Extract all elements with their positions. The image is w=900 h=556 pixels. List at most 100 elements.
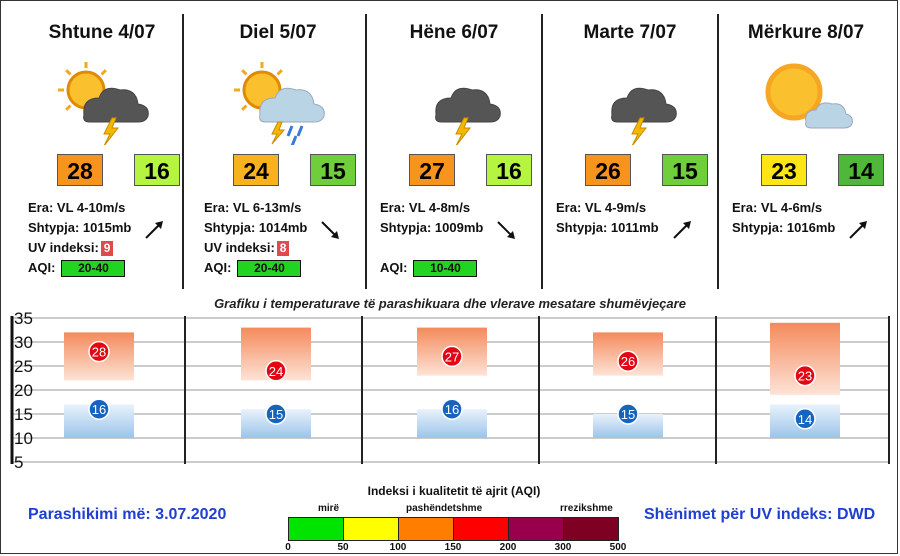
day-column: Mërkure 8/07 23 14 Era: VL 4-6m/s Shtypja: 1…: [718, 0, 894, 290]
min-temp-point-label: 16: [92, 402, 106, 417]
pressure-info: Shtypja: 1014mb: [204, 220, 308, 235]
aqi-badge: 10-40: [413, 260, 478, 277]
pressure-info: Shtypja: 1015mb: [28, 220, 132, 235]
aqi-label: AQI:: [204, 260, 232, 275]
min-temp-point: [441, 398, 463, 420]
y-tick-label: 30: [14, 333, 33, 352]
day-title: Shtune 4/07: [48, 22, 156, 43]
column-separator: [541, 14, 543, 289]
min-temp: 14: [838, 154, 884, 186]
max-temp-point-label: 23: [798, 369, 812, 384]
aqi-scale-tick: 0: [285, 542, 291, 553]
wind-direction-arrow-icon: [849, 221, 867, 239]
aqi-scale-segment: [508, 517, 564, 541]
aqi-scale-tick: 500: [609, 542, 627, 553]
max-temp: 24: [233, 154, 279, 186]
aqi-scale-tick: 200: [499, 542, 517, 553]
chart-title: Grafiku i temperaturave të parashikuara …: [214, 296, 686, 311]
max-temp: 28: [57, 154, 103, 186]
aqi-scale-tick: 300: [554, 542, 572, 553]
day-column: Marte 7/07 26 15 Era: VL 4-9m/s Shtypja: 101…: [542, 0, 718, 290]
day-title: Marte 7/07: [583, 22, 677, 43]
wind-info: Era: VL 4-10m/s: [28, 200, 126, 215]
day-column: Shtune 4/07 28 16 Era: VL 4-10m/s Shtypja: 1…: [14, 0, 190, 290]
aqi-scale-segment: [453, 517, 509, 541]
min-temp: 15: [310, 154, 356, 186]
pressure-info: Shtypja: 1009mb: [380, 220, 484, 235]
day-column: Diel 5/07 24 15 Era: VL 6-13m/s Shtypja: 101…: [190, 0, 366, 290]
sun-cloud-icon: [765, 63, 853, 129]
max-temp-point: [88, 340, 110, 363]
aqi-scale-segment: [288, 517, 344, 541]
uv-label: UV indeksi:: [204, 240, 275, 255]
day-title: Hëne 6/07: [409, 22, 499, 43]
column-separator: [182, 14, 184, 289]
pressure-info: Shtypja: 1011mb: [556, 220, 659, 235]
max-temp-point: [265, 360, 287, 382]
forecast-date: Parashikimi më: 3.07.2020: [28, 506, 227, 523]
aqi-scale-segment: [343, 517, 399, 541]
min-temp-point: [265, 403, 287, 425]
min-temp-point: [617, 403, 639, 425]
aqi-label: AQI:: [28, 260, 56, 275]
aqi-scale-tick: 100: [389, 542, 407, 553]
max-temp-point: [441, 345, 463, 368]
uv-badge: 9: [100, 241, 114, 256]
y-tick-label: 5: [14, 453, 23, 472]
min-temp: 16: [486, 154, 532, 186]
aqi-scale-segment: [563, 517, 619, 541]
min-temp: 16: [134, 154, 180, 186]
aqi-info: AQI: 20-40: [28, 260, 126, 277]
column-separator: [717, 14, 719, 289]
max-temp-point-label: 26: [621, 354, 635, 369]
wind-direction-arrow-icon: [321, 221, 339, 239]
min-temp: 15: [662, 154, 708, 186]
wind-direction-arrow-icon: [497, 221, 515, 239]
sun-cloud-rain-thunder-icon: [234, 62, 325, 145]
min-temp-point: [794, 408, 816, 430]
sun-cloud-thunder-icon: [58, 62, 149, 145]
max-temp-point-label: 28: [92, 345, 106, 360]
y-tick-label: 15: [14, 405, 33, 424]
aqi-scale-title: Indeksi i kualitetit të ajrit (AQI): [367, 484, 541, 498]
aqi-info: AQI: 20-40: [204, 260, 302, 277]
min-temp-point: [88, 398, 110, 420]
y-tick-label: 35: [14, 310, 33, 328]
day-title: Mërkure 8/07: [747, 22, 865, 43]
y-tick-label: 10: [14, 429, 33, 448]
aqi-label: AQI:: [380, 260, 408, 275]
min-temp-point-label: 14: [798, 412, 812, 427]
min-temp-point-label: 15: [269, 407, 283, 422]
y-tick-label: 25: [14, 357, 33, 376]
aqi-badge: 20-40: [237, 260, 302, 277]
day-column: Hëne 6/07 27 16 Era: VL 4-8m/s Shtypja: 1009…: [366, 0, 542, 290]
aqi-badge: 20-40: [61, 260, 126, 277]
uv-label: UV indeksi:: [28, 240, 99, 255]
min-temp-point-label: 15: [621, 407, 635, 422]
cloud-thunder-icon: [435, 87, 501, 145]
max-temp: 26: [585, 154, 631, 186]
y-tick-label: 20: [14, 381, 33, 400]
max-temp-point: [794, 364, 816, 387]
uv-info: UV indeksi: 9: [28, 240, 114, 256]
max-temp: 27: [409, 154, 455, 186]
wind-direction-arrow-icon: [673, 221, 691, 239]
aqi-label-unhealthy: pashëndetshme: [406, 503, 483, 514]
column-separator: [365, 14, 367, 289]
cloud-thunder-icon: [611, 87, 677, 145]
aqi-scale-tick: 150: [444, 542, 462, 553]
max-temp: 23: [761, 154, 807, 186]
aqi-scale-tick: 50: [337, 542, 349, 553]
wind-direction-arrow-icon: [145, 221, 163, 239]
max-temp-point-label: 24: [269, 364, 283, 379]
aqi-scale-segment: [398, 517, 454, 541]
wind-info: Era: VL 4-9m/s: [556, 200, 647, 215]
aqi-info: AQI: 10-40: [380, 260, 478, 277]
aqi-label-hazardous: rrezikshme: [560, 503, 613, 514]
aqi-label-good: mirë: [318, 503, 340, 514]
max-temp-point-label: 27: [445, 349, 459, 364]
uv-note: Shënimet për UV indeks: DWD: [644, 506, 876, 523]
max-temp-point: [617, 350, 639, 372]
wind-info: Era: VL 6-13m/s: [204, 200, 302, 215]
